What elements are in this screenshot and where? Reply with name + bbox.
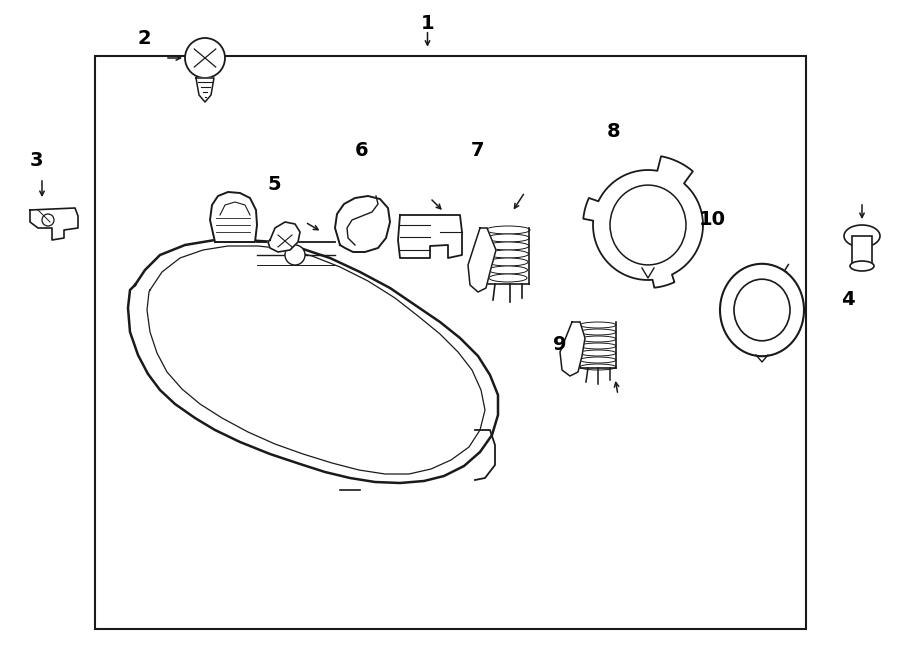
Ellipse shape	[489, 274, 527, 282]
Polygon shape	[583, 156, 703, 288]
Polygon shape	[335, 196, 390, 252]
Polygon shape	[30, 208, 78, 240]
Ellipse shape	[489, 266, 527, 274]
Text: 4: 4	[841, 290, 855, 308]
Text: 5: 5	[267, 175, 282, 193]
Ellipse shape	[734, 279, 790, 341]
Ellipse shape	[580, 343, 616, 349]
Text: 10: 10	[699, 211, 726, 229]
Text: 1: 1	[420, 14, 435, 32]
Ellipse shape	[850, 261, 874, 271]
Ellipse shape	[486, 226, 530, 234]
Polygon shape	[210, 192, 257, 242]
Ellipse shape	[487, 242, 529, 250]
Ellipse shape	[720, 263, 804, 356]
Polygon shape	[268, 222, 300, 252]
Circle shape	[42, 214, 54, 226]
Polygon shape	[468, 228, 496, 292]
Polygon shape	[398, 215, 462, 258]
Ellipse shape	[488, 258, 528, 266]
Ellipse shape	[580, 364, 616, 370]
Ellipse shape	[580, 350, 616, 356]
Text: 3: 3	[29, 151, 43, 169]
Ellipse shape	[580, 336, 616, 342]
Text: 2: 2	[137, 29, 151, 48]
Text: 6: 6	[355, 142, 369, 160]
Ellipse shape	[488, 250, 528, 258]
Polygon shape	[128, 240, 498, 483]
Bar	[852, 236, 872, 266]
Ellipse shape	[487, 234, 529, 242]
Circle shape	[285, 245, 305, 265]
Polygon shape	[560, 322, 585, 376]
Ellipse shape	[610, 185, 686, 265]
Ellipse shape	[580, 329, 616, 335]
Text: 8: 8	[607, 122, 621, 140]
Ellipse shape	[580, 357, 616, 363]
Ellipse shape	[580, 322, 616, 328]
Polygon shape	[196, 78, 214, 102]
Text: 7: 7	[470, 142, 484, 160]
Text: 9: 9	[553, 335, 567, 354]
Ellipse shape	[844, 225, 880, 247]
Circle shape	[185, 38, 225, 78]
Bar	[94, 56, 806, 629]
